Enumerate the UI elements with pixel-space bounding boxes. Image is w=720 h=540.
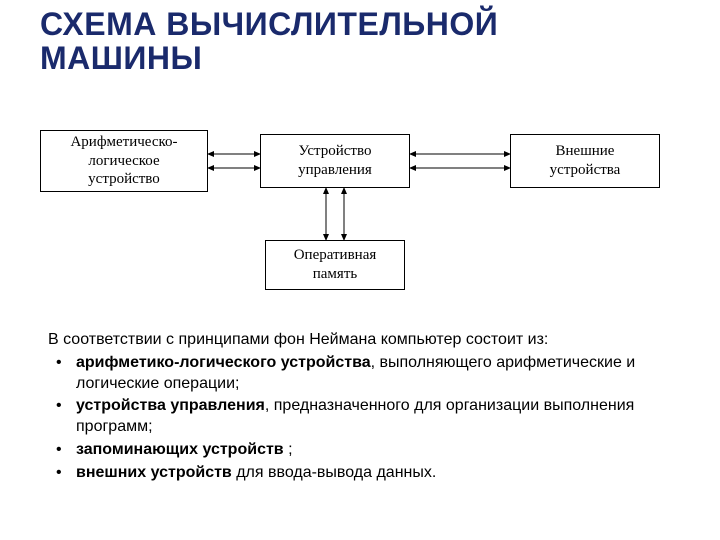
node-ram-label: Оперативнаяпамять xyxy=(294,246,377,284)
bullet-bold: устройства управления xyxy=(76,397,265,414)
list-item: запоминающих устройств ; xyxy=(48,440,668,461)
node-cu-label: Устройствоуправления xyxy=(298,142,372,180)
list-item: устройства управления, предназначенного … xyxy=(48,396,668,438)
bullet-bold: запоминающих устройств xyxy=(76,441,288,458)
diagram-area: Арифметическо-логическоеустройство Устро… xyxy=(40,130,680,310)
page-title: СХЕМА ВЫЧИСЛИТЕЛЬНОЙ МАШИНЫ xyxy=(40,8,540,75)
node-ext-label: Внешниеустройства xyxy=(550,142,621,180)
bullet-bold: внешних устройств xyxy=(76,464,232,481)
node-alu: Арифметическо-логическоеустройство xyxy=(40,130,208,192)
list-item: внешних устройств для ввода-вывода данны… xyxy=(48,463,668,484)
bullet-bold: арифметико-логического устройства xyxy=(76,354,371,371)
list-item: арифметико-логического устройства, выпол… xyxy=(48,353,668,395)
bullet-rest: для ввода-вывода данных. xyxy=(232,464,437,481)
bullet-list: арифметико-логического устройства, выпол… xyxy=(48,353,668,484)
node-ram: Оперативнаяпамять xyxy=(265,240,405,290)
node-alu-label: Арифметическо-логическоеустройство xyxy=(70,133,177,189)
node-ext: Внешниеустройства xyxy=(510,134,660,188)
node-cu: Устройствоуправления xyxy=(260,134,410,188)
intro-line: В соответствии с принципами фон Неймана … xyxy=(48,330,668,351)
body-text: В соответствии с принципами фон Неймана … xyxy=(48,330,668,486)
bullet-rest: ; xyxy=(288,441,292,458)
